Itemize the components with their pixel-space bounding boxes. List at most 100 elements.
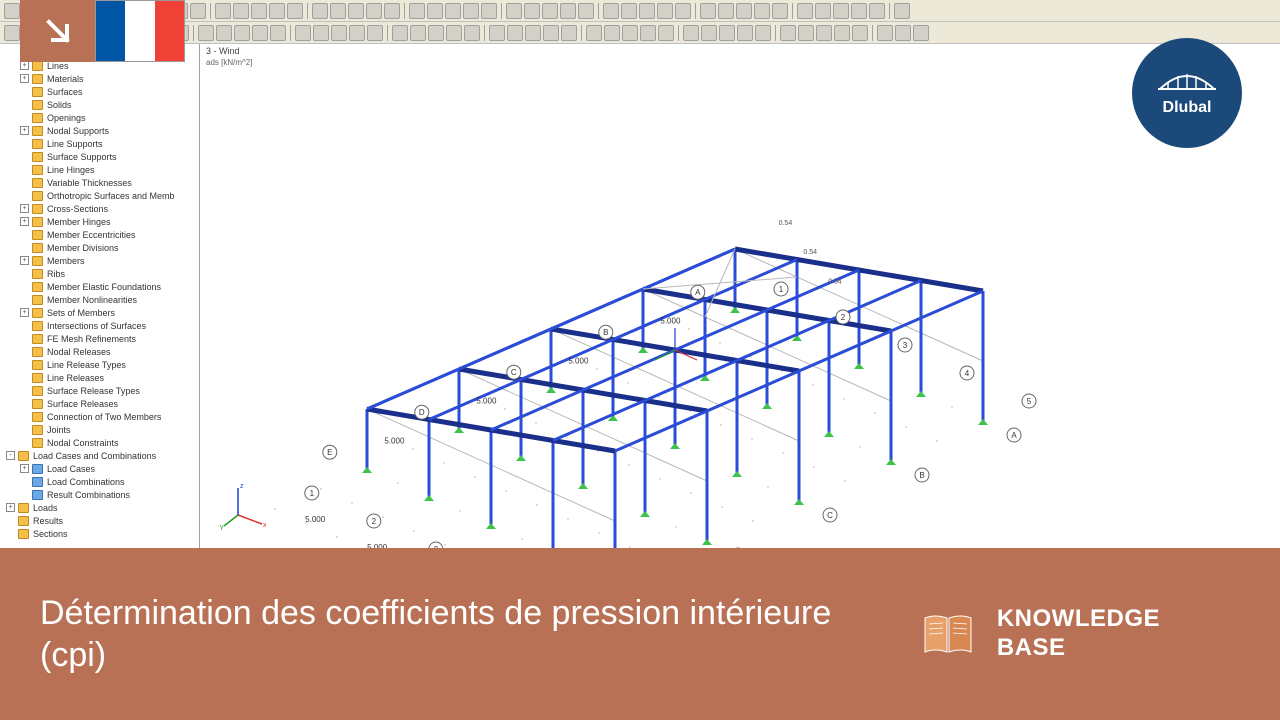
tree-item[interactable]: Orthotropic Surfaces and Memb <box>0 189 199 202</box>
tb-icon[interactable] <box>525 25 541 41</box>
tree-item[interactable]: Line Hinges <box>0 163 199 176</box>
tb-icon[interactable] <box>754 3 770 19</box>
tb-icon[interactable] <box>348 3 364 19</box>
tb-icon[interactable] <box>542 3 558 19</box>
tb-icon[interactable] <box>658 25 674 41</box>
tb-icon[interactable] <box>833 3 849 19</box>
tree-item[interactable]: Joints <box>0 423 199 436</box>
tb-icon[interactable] <box>586 25 602 41</box>
tb-icon[interactable] <box>349 25 365 41</box>
tb-icon[interactable] <box>445 3 461 19</box>
tb-icon[interactable] <box>755 25 771 41</box>
tree-item[interactable]: Line Releases <box>0 371 199 384</box>
tb-icon[interactable] <box>270 25 286 41</box>
tree-item[interactable]: +Nodal Supports <box>0 124 199 137</box>
tb-icon[interactable] <box>190 3 206 19</box>
tree-item[interactable]: Surface Releases <box>0 397 199 410</box>
tb-icon[interactable] <box>543 25 559 41</box>
tb-icon[interactable] <box>384 3 400 19</box>
tb-icon[interactable] <box>464 25 480 41</box>
tree-item[interactable]: Member Nonlinearities <box>0 293 199 306</box>
tb-icon[interactable] <box>233 3 249 19</box>
tb-icon[interactable] <box>780 25 796 41</box>
tb-icon[interactable] <box>869 3 885 19</box>
tb-icon[interactable] <box>252 25 268 41</box>
tree-item[interactable]: Variable Thicknesses <box>0 176 199 189</box>
tb-icon[interactable] <box>772 3 788 19</box>
tb-icon[interactable] <box>507 25 523 41</box>
tb-icon[interactable] <box>640 25 656 41</box>
tree-item[interactable]: Ribs <box>0 267 199 280</box>
tree-item[interactable]: Surface Supports <box>0 150 199 163</box>
tb-icon[interactable] <box>851 3 867 19</box>
tree-item[interactable]: Nodal Releases <box>0 345 199 358</box>
tree-item[interactable]: Member Elastic Foundations <box>0 280 199 293</box>
tb-icon[interactable] <box>463 3 479 19</box>
tree-item[interactable]: Solids <box>0 98 199 111</box>
tb-icon[interactable] <box>639 3 655 19</box>
tb-icon[interactable] <box>331 25 347 41</box>
tree-item[interactable]: Intersections of Surfaces <box>0 319 199 332</box>
tb-icon[interactable] <box>675 3 691 19</box>
tb-icon[interactable] <box>834 25 850 41</box>
tb-icon[interactable] <box>4 25 20 41</box>
tb-icon[interactable] <box>215 3 231 19</box>
tb-icon[interactable] <box>481 3 497 19</box>
tb-icon[interactable] <box>604 25 620 41</box>
tb-icon[interactable] <box>330 3 346 19</box>
tb-icon[interactable] <box>446 25 462 41</box>
tb-icon[interactable] <box>815 3 831 19</box>
tree-item[interactable]: Surface Release Types <box>0 384 199 397</box>
tb-icon[interactable] <box>4 3 20 19</box>
tb-icon[interactable] <box>895 25 911 41</box>
tb-icon[interactable] <box>798 25 814 41</box>
tree-item[interactable]: +Loads <box>0 501 199 514</box>
tb-icon[interactable] <box>234 25 250 41</box>
tb-icon[interactable] <box>913 25 929 41</box>
tb-icon[interactable] <box>816 25 832 41</box>
tb-icon[interactable] <box>198 25 214 41</box>
tb-icon[interactable] <box>718 3 734 19</box>
tb-icon[interactable] <box>701 25 717 41</box>
tree-item[interactable]: Nodal Constraints <box>0 436 199 449</box>
tb-icon[interactable] <box>894 3 910 19</box>
tb-icon[interactable] <box>409 3 425 19</box>
tb-icon[interactable] <box>560 3 576 19</box>
tb-icon[interactable] <box>428 25 444 41</box>
tree-item[interactable]: Results <box>0 514 199 527</box>
tb-icon[interactable] <box>622 25 638 41</box>
model-viewport[interactable]: 3 - Wind ads [kN/m^2] A5.000B5.000C5.000… <box>200 44 1280 548</box>
tree-item[interactable]: Line Release Types <box>0 358 199 371</box>
tb-icon[interactable] <box>295 25 311 41</box>
tree-item[interactable]: Member Divisions <box>0 241 199 254</box>
tree-item[interactable]: +Member Hinges <box>0 215 199 228</box>
tb-icon[interactable] <box>524 3 540 19</box>
tb-icon[interactable] <box>366 3 382 19</box>
tree-item[interactable]: Line Supports <box>0 137 199 150</box>
tb-icon[interactable] <box>852 25 868 41</box>
tree-item[interactable]: +Load Cases <box>0 462 199 475</box>
tb-icon[interactable] <box>427 3 443 19</box>
tb-icon[interactable] <box>216 25 232 41</box>
tb-icon[interactable] <box>621 3 637 19</box>
tb-icon[interactable] <box>312 3 328 19</box>
tree-item[interactable]: +Cross-Sections <box>0 202 199 215</box>
tb-icon[interactable] <box>251 3 267 19</box>
tb-icon[interactable] <box>410 25 426 41</box>
tb-icon[interactable] <box>603 3 619 19</box>
tree-item[interactable]: Connection of Two Members <box>0 410 199 423</box>
tb-icon[interactable] <box>700 3 716 19</box>
tb-icon[interactable] <box>578 3 594 19</box>
tree-item[interactable]: Result Combinations <box>0 488 199 501</box>
tb-icon[interactable] <box>367 25 383 41</box>
tb-icon[interactable] <box>506 3 522 19</box>
tree-item[interactable]: +Sets of Members <box>0 306 199 319</box>
tb-icon[interactable] <box>683 25 699 41</box>
tree-item[interactable]: Load Combinations <box>0 475 199 488</box>
navigation-tree[interactable]: +Nodes+Lines+MaterialsSurfacesSolidsOpen… <box>0 44 200 548</box>
tb-icon[interactable] <box>737 25 753 41</box>
tb-icon[interactable] <box>877 25 893 41</box>
tree-item[interactable]: Surfaces <box>0 85 199 98</box>
tb-icon[interactable] <box>313 25 329 41</box>
tree-item[interactable]: Sections <box>0 527 199 540</box>
